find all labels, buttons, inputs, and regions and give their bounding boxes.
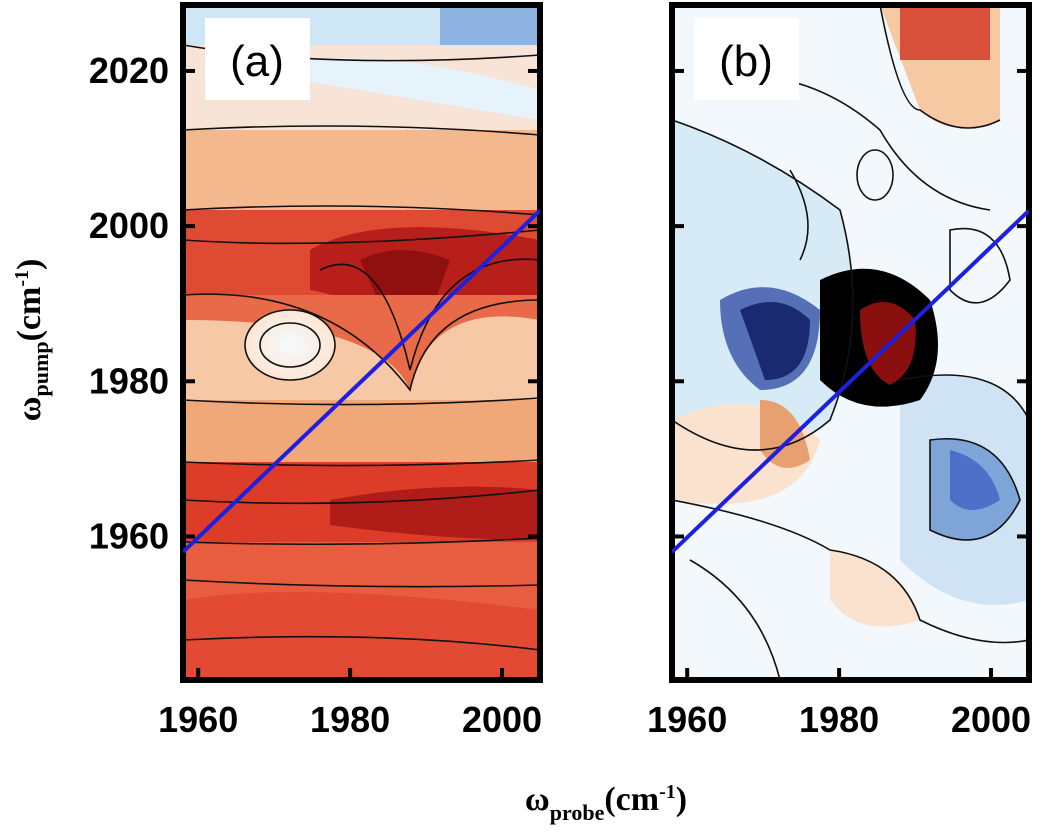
panel-label-box [694, 18, 799, 100]
x-label-symbol: ω [525, 781, 550, 818]
contour-fill-a [183, 5, 540, 680]
diagonal-line [183, 209, 540, 554]
y-label-close: ) [11, 259, 48, 270]
x-tick-label: 2000 [462, 699, 542, 740]
y-tick-label: 2020 [89, 50, 169, 91]
y-axis-label: ωpump(cm-1) [11, 259, 53, 422]
y-tick-label: 1960 [89, 515, 169, 556]
panel-label: (a) [230, 37, 284, 86]
x-tick-label: 1960 [647, 699, 727, 740]
x-tick-label: 1960 [158, 699, 238, 740]
x-tick-label: 1980 [310, 699, 390, 740]
x-axis-label: ωprobe(cm-1) [525, 781, 687, 825]
contour-fill-b [672, 5, 1029, 680]
x-tick-label: 1980 [799, 699, 879, 740]
x-label-exponent: -1 [659, 781, 676, 803]
y-label-subscript: pump [28, 341, 53, 396]
x-label-close: ) [676, 781, 687, 818]
y-label-symbol: ω [11, 396, 48, 421]
diagonal-line [672, 209, 1029, 554]
y-label-unit: (cm [11, 287, 48, 342]
y-tick-label: 2000 [89, 205, 169, 246]
panel-label-box [205, 18, 310, 100]
y-tick-label: 1980 [89, 360, 169, 401]
panel-label: (b) [719, 37, 773, 86]
x-label-subscript: probe [550, 800, 605, 825]
x-label-unit: (cm [604, 781, 659, 818]
x-tick-label: 2000 [951, 699, 1031, 740]
panel-frame [180, 2, 1032, 683]
y-label-exponent: -1 [11, 270, 33, 287]
